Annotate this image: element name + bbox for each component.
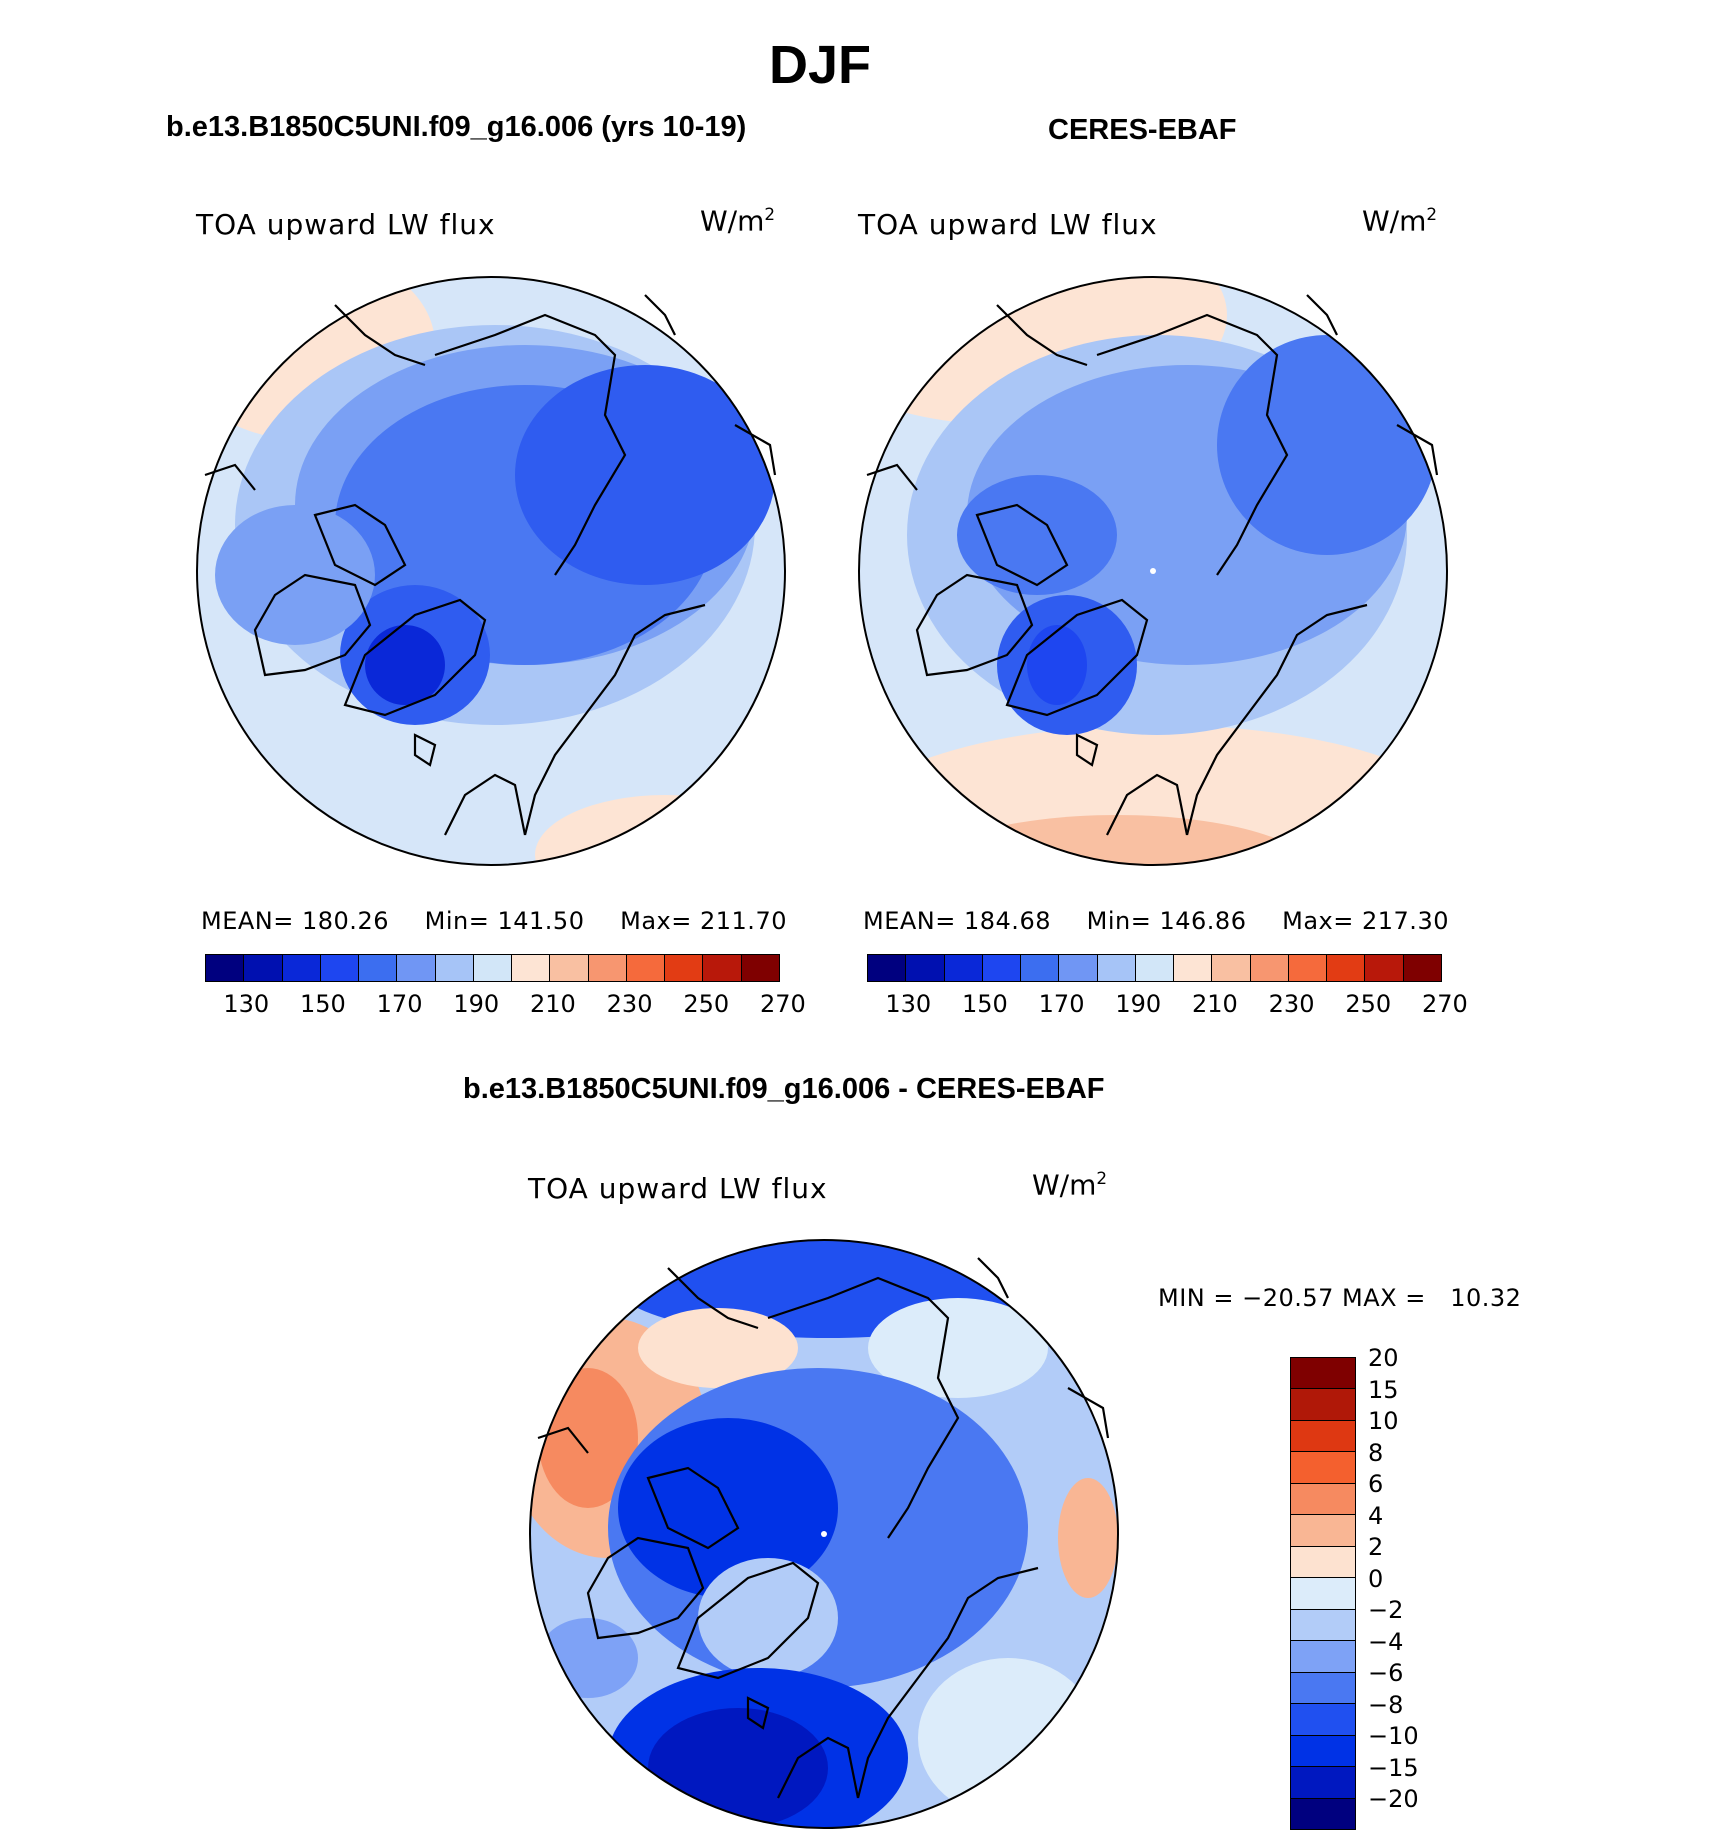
model-colorbar-swatch [244,955,283,981]
diff-colorbar [1290,1357,1356,1830]
obs-colorbar-tick-label: 270 [1422,990,1468,1018]
model-colorbar-tick-label: 270 [760,990,806,1018]
diff-colorbar-tick-label: −20 [1368,1785,1419,1814]
diff-colorbar-tick-label: −8 [1368,1690,1404,1719]
model-colorbar-swatch [206,955,245,981]
obs-colorbar-swatch [1288,955,1328,981]
diff-colorbar-tick-label: 15 [1368,1375,1399,1404]
diff-colorbar-swatch [1291,1388,1355,1420]
obs-colorbar-swatch [1212,955,1251,981]
diff-colorbar-tick-label: 2 [1368,1533,1384,1562]
diff-variable-label: TOA upward LW flux [528,1172,828,1205]
diff-colorbar-swatch [1291,1545,1355,1578]
model-colorbar-tick-label: 250 [683,990,730,1018]
model-colorbar-swatch [626,955,666,981]
diff-colorbar-swatch [1291,1734,1355,1767]
obs-colorbar-ticks: 130 150 170 190 210 230 250 270 [867,990,1467,1020]
model-colorbar-swatch [282,955,321,981]
diff-stats: MIN = −20.57 MAX = 10.32 [1158,1284,1522,1312]
diff-colorbar-ticks: −20 −15 −10 −8 −6 −4 −2 0 2 4 6 8 10 15 20 [1368,1344,1488,1830]
model-colorbar-swatch [550,955,589,981]
diff-panel-title: b.e13.B1850C5UNI.f09_g16.006 - CERES-EBA… [463,1073,1105,1105]
obs-colorbar-swatch [982,955,1022,981]
model-colorbar-swatch [320,955,360,981]
model-colorbar-swatch [435,955,474,981]
diff-colorbar-tick-label: 10 [1368,1407,1399,1436]
obs-colorbar-swatch [1365,955,1404,981]
diff-colorbar-swatch [1291,1703,1355,1735]
diff-polar-map [529,1239,1119,1829]
diff-colorbar-swatch [1291,1766,1355,1798]
model-colorbar-tick-label: 130 [223,990,270,1018]
obs-colorbar-swatch [868,955,907,981]
obs-units-label: W/m2 [1362,204,1438,238]
obs-colorbar-swatch [1250,955,1289,981]
model-colorbar-swatch [397,955,436,981]
obs-colorbar [867,954,1442,982]
model-polar-map [196,276,786,866]
model-colorbar-swatch [359,955,398,981]
diff-units-label: W/m2 [1032,1168,1108,1202]
model-colorbar-tick-label: 230 [606,990,653,1018]
model-stats: MEAN= 180.26 Min= 141.50 Max= 211.70 [201,907,787,935]
diff-colorbar-tick-label: −4 [1368,1627,1404,1656]
diff-colorbar-swatch [1291,1640,1355,1672]
obs-variable-label: TOA upward LW flux [858,208,1158,241]
diff-colorbar-swatch [1291,1514,1355,1546]
diff-colorbar-tick-label: −15 [1368,1753,1419,1782]
diff-colorbar-tick-label: 6 [1368,1470,1384,1499]
diff-colorbar-swatch [1291,1671,1355,1704]
model-colorbar-ticks: 130 150 170 190 210 230 250 270 [205,990,805,1020]
obs-colorbar-swatch [1327,955,1366,981]
figure-title: DJF [768,35,871,95]
model-colorbar-swatch [741,955,779,981]
model-colorbar [205,954,780,982]
model-colorbar-tick-label: 170 [376,990,423,1018]
obs-colorbar-swatch [1135,955,1175,981]
obs-colorbar-swatch [906,955,945,981]
model-units-label: W/m2 [700,204,776,238]
obs-colorbar-tick-label: 210 [1192,990,1238,1018]
diff-colorbar-tick-label: 8 [1368,1438,1384,1467]
obs-colorbar-tick-label: 190 [1115,990,1162,1018]
model-colorbar-tick-label: 190 [453,990,500,1018]
diff-colorbar-swatch [1291,1797,1355,1829]
obs-stats: MEAN= 184.68 Min= 146.86 Max= 217.30 [863,907,1449,935]
diff-colorbar-tick-label: −6 [1368,1659,1404,1688]
diff-colorbar-tick-label: 20 [1368,1344,1399,1372]
diff-colorbar-swatch [1291,1451,1355,1483]
diff-colorbar-swatch [1291,1577,1355,1609]
obs-colorbar-swatch [944,955,983,981]
obs-panel-title: CERES-EBAF [1048,114,1237,146]
diff-colorbar-tick-label: −2 [1368,1596,1404,1625]
obs-colorbar-swatch [1174,955,1213,981]
model-panel-title: b.e13.B1850C5UNI.f09_g16.006 (yrs 10-19) [166,111,747,143]
diff-colorbar-tick-label: 4 [1368,1501,1384,1530]
model-colorbar-swatch [703,955,742,981]
diff-colorbar-swatch [1291,1608,1355,1641]
model-colorbar-tick-label: 210 [530,990,576,1018]
diff-colorbar-tick-label: 0 [1368,1564,1384,1593]
diff-colorbar-swatch [1291,1357,1355,1389]
obs-colorbar-swatch [1021,955,1060,981]
model-colorbar-tick-label: 150 [300,990,346,1018]
model-colorbar-swatch [665,955,704,981]
obs-colorbar-tick-label: 130 [885,990,932,1018]
obs-colorbar-swatch [1097,955,1136,981]
diff-colorbar-swatch [1291,1419,1355,1452]
model-variable-label: TOA upward LW flux [196,208,496,241]
obs-polar-map [858,276,1448,866]
obs-colorbar-tick-label: 250 [1345,990,1392,1018]
model-colorbar-swatch [512,955,551,981]
obs-colorbar-swatch [1059,955,1098,981]
model-colorbar-swatch [588,955,627,981]
obs-colorbar-tick-label: 230 [1268,990,1315,1018]
obs-colorbar-tick-label: 150 [962,990,1008,1018]
diff-colorbar-swatch [1291,1482,1355,1515]
diff-colorbar-tick-label: −10 [1368,1722,1419,1751]
model-colorbar-swatch [473,955,513,981]
obs-colorbar-swatch [1403,955,1441,981]
obs-colorbar-tick-label: 170 [1038,990,1085,1018]
